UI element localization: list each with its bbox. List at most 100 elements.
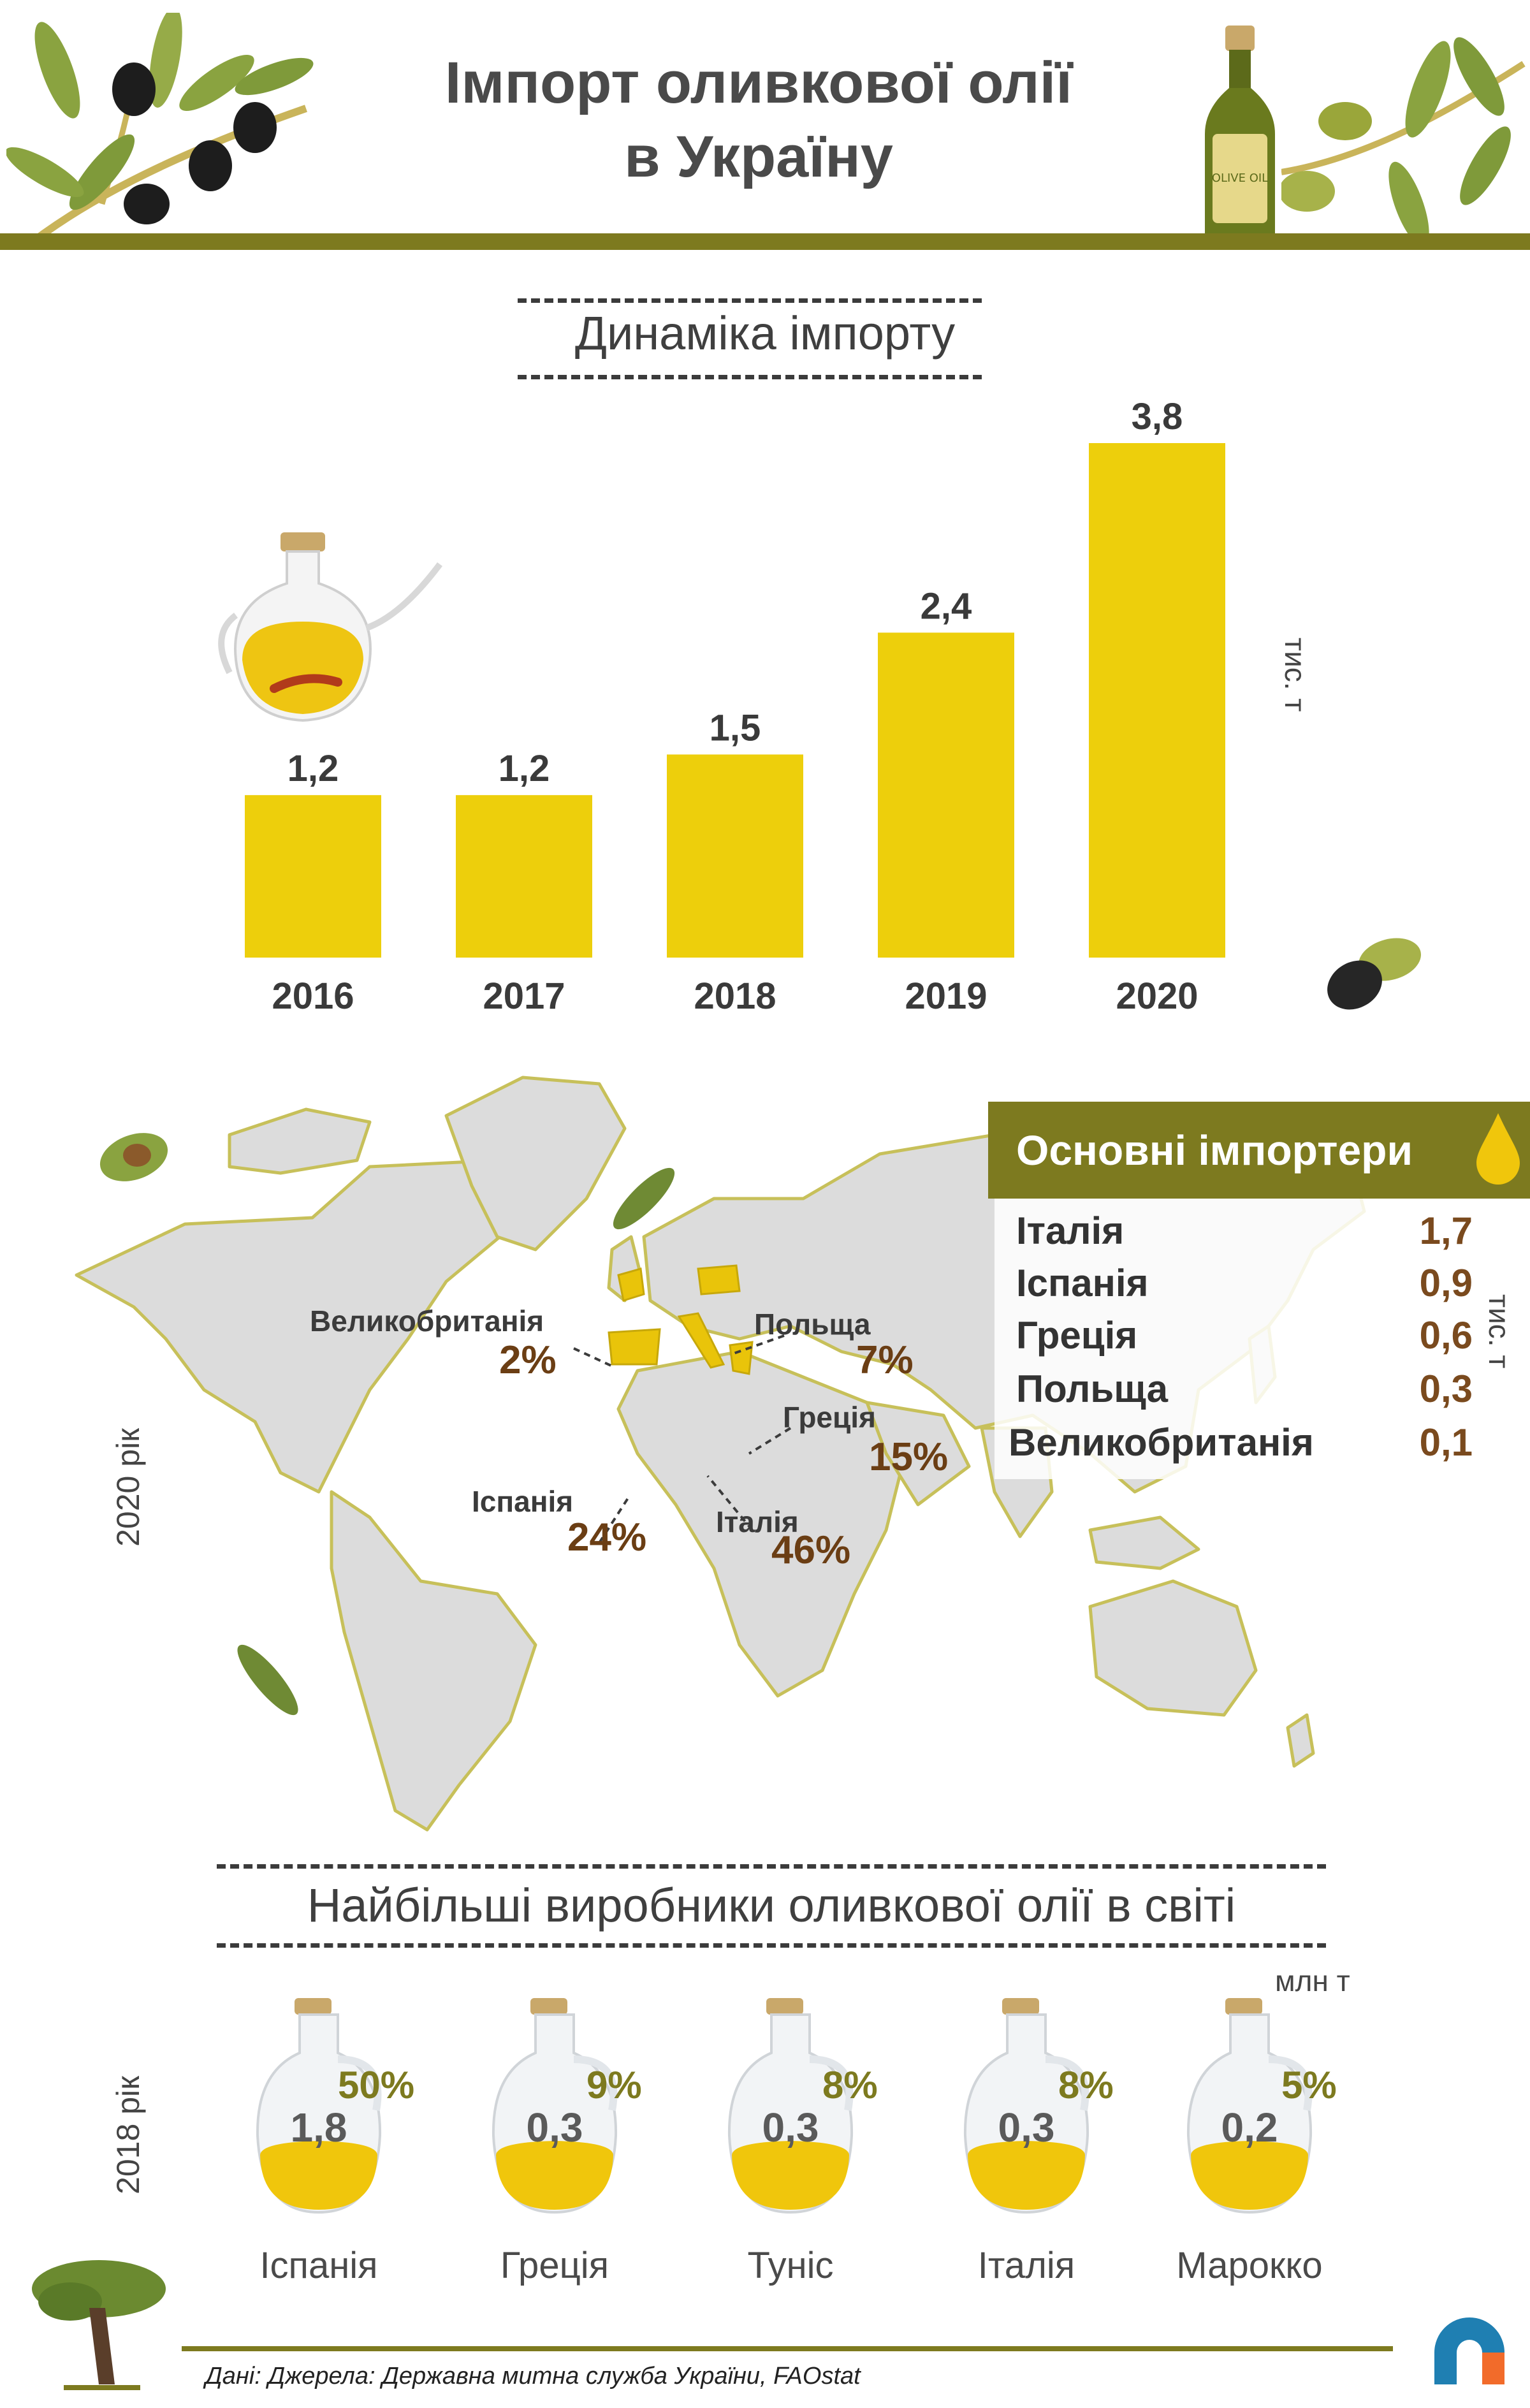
dynamics-title: Динаміка імпорту <box>574 307 956 360</box>
section-divider-top <box>518 298 982 303</box>
bar-year-label: 2019 <box>905 975 987 1017</box>
oil-jug-icon <box>218 532 442 722</box>
producers-year-label: 2018 рік <box>110 2076 146 2194</box>
dynamics-bar-chart: 1,2 2016 1,2 2017 1,5 2018 2,4 2019 3,8 2020 <box>245 396 1225 1017</box>
producer-name: Туніс <box>747 2245 834 2286</box>
africa-shape <box>616 1350 907 1698</box>
producer-value: 0,3 <box>526 2105 583 2150</box>
bar-year-label: 2017 <box>483 975 565 1017</box>
importers-unit-label: тис. т <box>1483 1294 1516 1369</box>
producer-value: 0,3 <box>998 2105 1055 2150</box>
map-pct-greece: 15% <box>869 1435 949 1479</box>
leaf-icon-3 <box>237 1644 298 1716</box>
south-america-shape <box>330 1490 537 1832</box>
producer-name: Греція <box>500 2245 609 2286</box>
importer-value: 1,7 <box>1419 1209 1473 1252</box>
page-title: Імпорт оливкової олії в Україну <box>319 46 1198 194</box>
olive-branch-right-icon <box>1281 37 1526 247</box>
producer-share: 5% <box>1281 2064 1337 2106</box>
producer-name: Іспанія <box>259 2245 378 2286</box>
logo-icon <box>1434 2317 1504 2384</box>
map-pct-poland: 7% <box>856 1338 914 1382</box>
oil-jug-icon <box>727 1998 854 2214</box>
header: Імпорт оливкової олії в Україну OLIVE OI… <box>0 0 1530 255</box>
bar-value-label: 2,4 <box>921 585 972 627</box>
producer-value: 0,3 <box>762 2105 819 2150</box>
footer-line <box>182 2346 1393 2351</box>
spain-highlight <box>608 1328 661 1366</box>
oil-jug-icon <box>492 1998 618 2214</box>
new-zealand-shape <box>1286 1713 1315 1768</box>
producer-name: Італія <box>977 2245 1075 2286</box>
greenland-shape <box>444 1076 627 1251</box>
section-divider-bottom <box>518 375 982 379</box>
map-pct-uk: 2% <box>499 1338 557 1382</box>
producers-title: Найбільші виробники оливкової олії в сві… <box>307 1879 1236 1932</box>
australia-shape <box>1088 1579 1258 1717</box>
italy-leader-line <box>706 1475 754 1531</box>
importers-header: Основні імпортери <box>988 1102 1530 1199</box>
title-line-2: в Україну <box>624 124 893 189</box>
importer-value: 0,1 <box>1419 1421 1473 1464</box>
bar-value-label: 1,5 <box>710 707 761 748</box>
oil-jug-icon <box>256 1998 382 2214</box>
producer-item: 0,2 5% <box>1173 1996 1339 2238</box>
bar-2016 <box>245 795 381 958</box>
map-label-poland: Польща <box>754 1308 871 1341</box>
bar-2019 <box>878 632 1014 958</box>
importers-table: Італія 1,7 Іспанія 0,9 Греція 0,6 Польща 0,3 Вел… <box>994 1199 1479 1479</box>
oil-jug-icon <box>1186 1998 1313 2214</box>
bar-2020 <box>1089 443 1225 958</box>
bar-2017 <box>456 795 592 958</box>
bottle-label: OLIVE OIL <box>1212 171 1268 185</box>
producers-unit-label: млн т <box>1275 1964 1350 1997</box>
italy-highlight <box>677 1312 725 1369</box>
olives-icon <box>1327 938 1422 1010</box>
bar-year-label: 2016 <box>272 975 354 1017</box>
producer-value: 0,2 <box>1221 2105 1278 2150</box>
oil-drop-icon <box>1476 1113 1520 1185</box>
greece-leader-line <box>748 1427 792 1455</box>
oil-jug-icon <box>963 1998 1089 2214</box>
olive-branch-left-icon <box>6 13 314 245</box>
map-year-label: 2020 рік <box>110 1428 146 1547</box>
producer-name: Марокко <box>1176 2245 1323 2286</box>
poland-leader-line <box>729 1334 785 1356</box>
map-label-italy: Італія <box>716 1505 799 1538</box>
map-label-spain: Іспанія <box>472 1485 574 1518</box>
se-asia-shape <box>1088 1515 1200 1570</box>
uk-highlight <box>617 1267 645 1302</box>
map-label-uk: Великобританія <box>310 1304 544 1338</box>
map-label-greece: Греція <box>783 1401 876 1434</box>
producer-share: 9% <box>586 2064 642 2106</box>
leaf-icon-2 <box>613 1167 675 1230</box>
producer-item: 0,3 8% <box>714 1996 880 2238</box>
title-line-1: Імпорт оливкової олії <box>444 50 1073 115</box>
tree-icon <box>32 2260 166 2390</box>
bar-year-label: 2018 <box>694 975 776 1017</box>
north-america-shape <box>75 1158 525 1494</box>
bar-value-label: 1,2 <box>288 748 339 789</box>
producer-item: 0,3 8% <box>950 1996 1116 2238</box>
importer-name: Польща <box>1016 1368 1169 1410</box>
arctic-islands-shape <box>228 1107 372 1175</box>
map-pct-italy: 46% <box>771 1528 851 1572</box>
importer-value: 0,9 <box>1419 1262 1473 1304</box>
header-divider <box>0 233 1530 250</box>
spain-leader-line <box>598 1497 629 1544</box>
importers-title: Основні імпортери <box>1016 1127 1413 1174</box>
producer-item: 1,8 50% <box>242 1996 414 2238</box>
importer-value: 0,6 <box>1419 1314 1473 1357</box>
producer-value: 1,8 <box>290 2105 347 2150</box>
importer-name: Італія <box>1016 1209 1125 1252</box>
bar-value-label: 3,8 <box>1132 396 1183 437</box>
bar-value-label: 1,2 <box>499 748 550 789</box>
bar-year-label: 2020 <box>1116 975 1198 1017</box>
producers-divider-top <box>217 1864 1326 1869</box>
importer-name: Іспанія <box>1016 1262 1149 1304</box>
poland-highlight <box>697 1264 741 1295</box>
producer-share: 8% <box>1058 2064 1114 2106</box>
olive-oil-bottle-icon: OLIVE OIL <box>1205 26 1275 249</box>
arabia-shape <box>865 1401 971 1507</box>
leaf-icon-1 <box>99 1133 168 1181</box>
